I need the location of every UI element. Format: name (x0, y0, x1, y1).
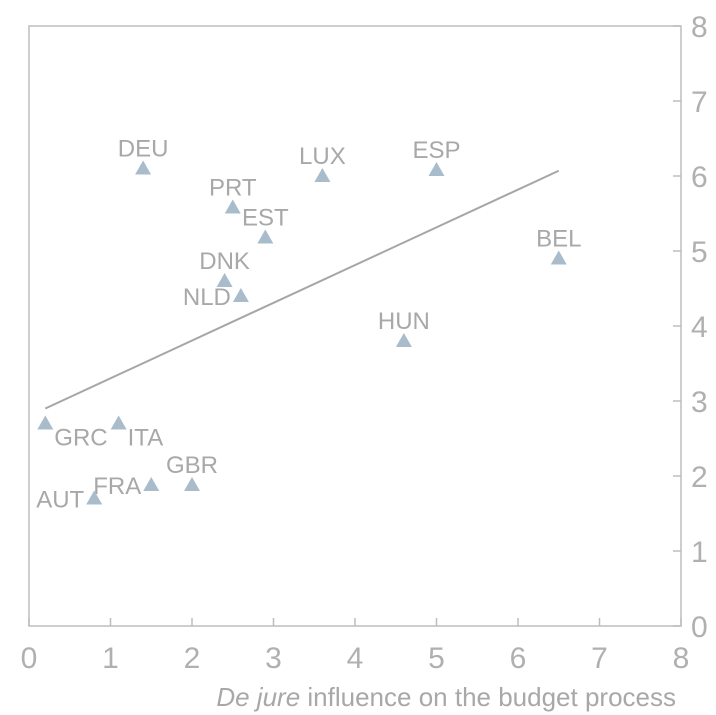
x-axis-label-italic: De jure (216, 682, 300, 712)
y-tick-label: 0 (691, 611, 708, 644)
point-label: DEU (118, 136, 169, 163)
trend-line (44, 169, 560, 410)
data-point-nld (232, 288, 249, 302)
x-tick-label: 6 (510, 642, 527, 675)
plot-frame (28, 25, 682, 627)
y-tick-label: 2 (691, 461, 708, 494)
data-point-fra (143, 477, 160, 491)
x-tick-label: 8 (673, 642, 690, 675)
x-axis: 0 1 2 3 4 5 6 7 8 (21, 618, 690, 675)
y-tick-label: 1 (691, 536, 708, 569)
point-label: GBR (166, 452, 218, 479)
x-tick-label: 1 (102, 642, 119, 675)
y-tick-label: 8 (691, 11, 708, 44)
data-point-grc (37, 415, 54, 430)
point-label: LUX (299, 143, 346, 170)
point-label: BEL (536, 226, 581, 253)
y-tick-label: 4 (691, 311, 708, 344)
x-tick-label: 4 (347, 642, 364, 675)
point-label: GRC (54, 425, 107, 452)
point-label: ESP (412, 137, 460, 164)
x-tick-label: 2 (184, 642, 201, 675)
y-tick-label: 6 (691, 161, 708, 194)
point-label: DNK (199, 248, 250, 275)
data-point-aut (86, 490, 103, 505)
data-point-hun (395, 333, 412, 347)
point-label: PRT (209, 175, 257, 202)
point-label: NLD (183, 284, 231, 311)
y-tick-label: 5 (691, 236, 708, 269)
point-label: ITA (128, 425, 164, 452)
data-point-esp (428, 162, 445, 176)
y-tick-label: 3 (691, 386, 708, 419)
x-tick-label: 3 (265, 642, 282, 675)
x-axis-label: De jure influence on the budget process (216, 682, 676, 712)
data-point-est (257, 229, 274, 244)
point-label: FRA (93, 473, 141, 500)
point-label: EST (242, 205, 289, 232)
data-point-gbr (184, 477, 200, 491)
x-tick-label: 5 (428, 642, 445, 675)
x-tick-label: 0 (21, 642, 38, 675)
y-tick-label: 7 (691, 86, 708, 119)
point-label: AUT (36, 487, 84, 514)
data-point-prt (224, 199, 241, 214)
data-point-ita (110, 415, 127, 430)
data-point-bel (550, 250, 567, 265)
x-tick-label: 7 (591, 642, 608, 675)
x-axis-label-rest: influence on the budget process (300, 682, 676, 712)
data-point-dnk (216, 273, 233, 287)
y-axis: 0 1 2 3 4 5 6 7 8 (673, 11, 708, 644)
point-label: HUN (378, 308, 430, 335)
data-point-lux (314, 168, 331, 182)
data-point-deu (135, 160, 152, 175)
